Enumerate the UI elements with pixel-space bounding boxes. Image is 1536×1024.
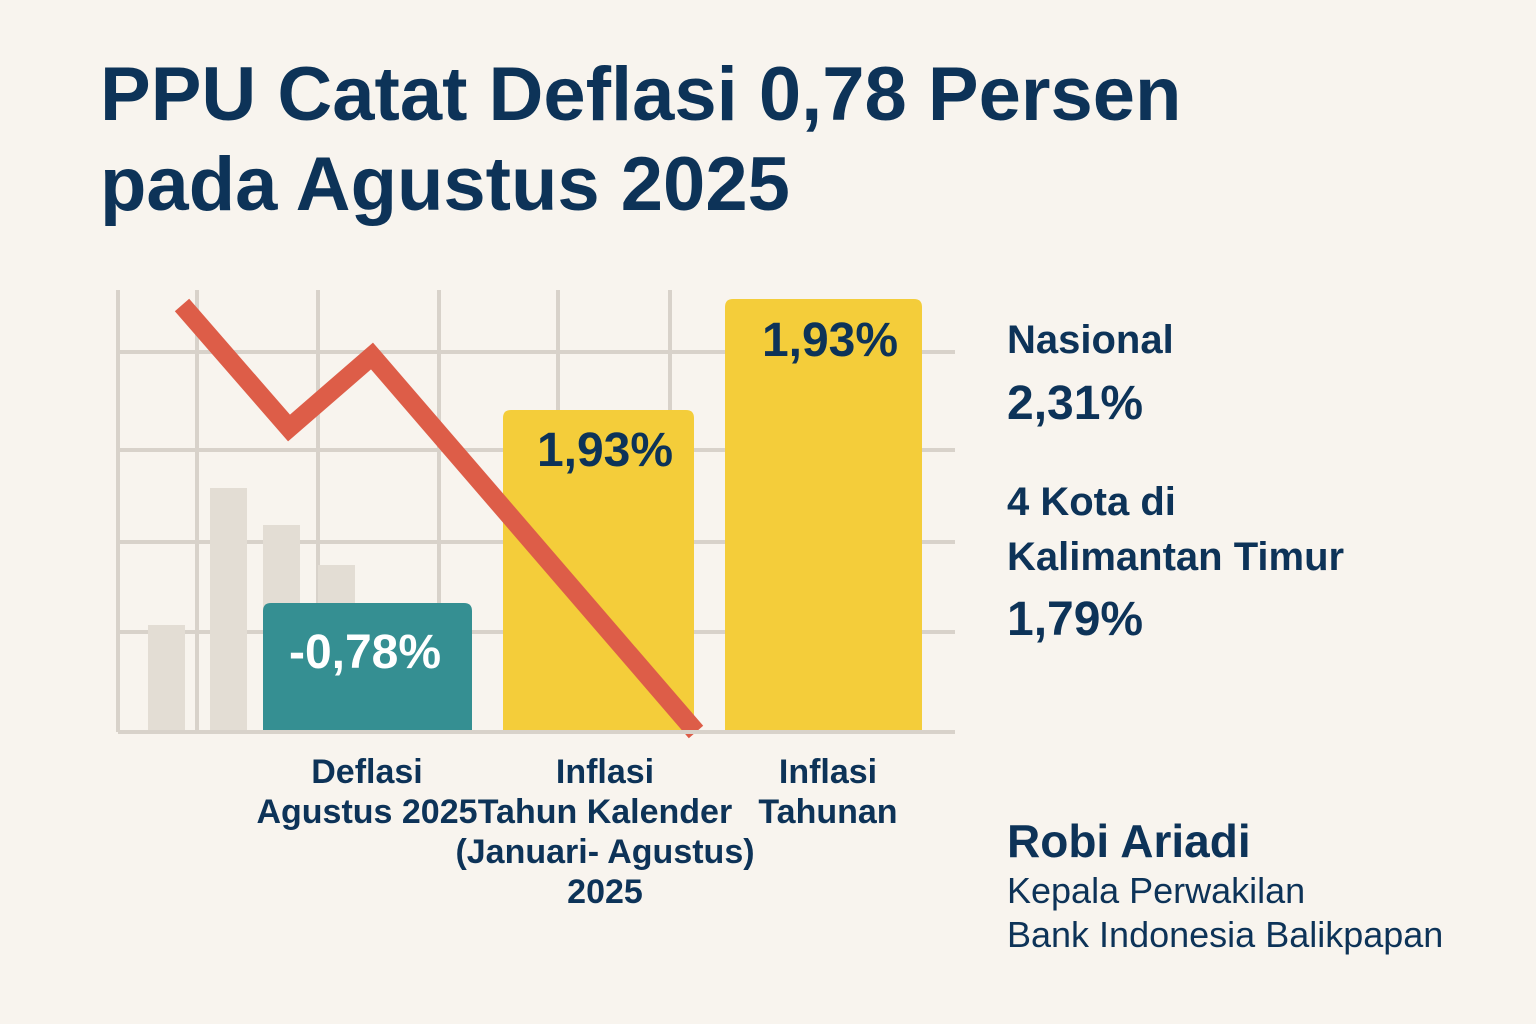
category-label-line: Inflasi <box>778 753 878 791</box>
category-label-line: Tahunan <box>758 793 898 831</box>
category-label-line: Deflasi <box>311 753 423 791</box>
title-line-1: PPU Catat Deflasi 0,78 Persen <box>100 52 1182 137</box>
category-label: Inflasi Tahunan <box>758 752 897 832</box>
bar-2 <box>503 410 694 730</box>
source-role-1: Kepala Perwakilan <box>1007 870 1306 911</box>
national-label: Nasional <box>1007 318 1174 362</box>
bar-value-label: -0,78% <box>289 626 441 679</box>
category-label-line: (Januari- Agustus) <box>455 833 755 871</box>
trend-line <box>174 298 704 739</box>
bar-3 <box>725 299 922 730</box>
category-label: Deflasi Agustus 2025 <box>256 752 477 832</box>
kaltim-label-2: Kalimantan Timur <box>1007 535 1345 579</box>
national-value: 2,31% <box>1007 377 1144 430</box>
background-bar <box>148 625 185 732</box>
kaltim-label-1: 4 Kota di <box>1007 480 1176 524</box>
page-title: PPU Catat Deflasi 0,78 Persen pada Agust… <box>100 50 1181 230</box>
bar-value-label: 1,93% <box>762 314 898 367</box>
background-bar <box>210 488 247 732</box>
source-name: Robi Ariadi <box>1007 815 1251 867</box>
bar-1 <box>263 603 472 730</box>
category-label: Inflasi Tahun Kalender (Januari- Agustus) 2… <box>455 752 754 912</box>
category-label-line: Inflasi <box>555 753 655 791</box>
kaltim-value: 1,79% <box>1007 593 1144 646</box>
category-label-line: 2025 <box>567 873 643 911</box>
category-label-line: Tahun Kalender <box>477 793 733 831</box>
bar-value-label: 1,93% <box>537 424 673 477</box>
category-label-line: Agustus 2025 <box>256 793 478 831</box>
source-role-2: Bank Indonesia Balikpapan <box>1007 914 1444 955</box>
title-line-2: pada Agustus 2025 <box>100 142 790 227</box>
